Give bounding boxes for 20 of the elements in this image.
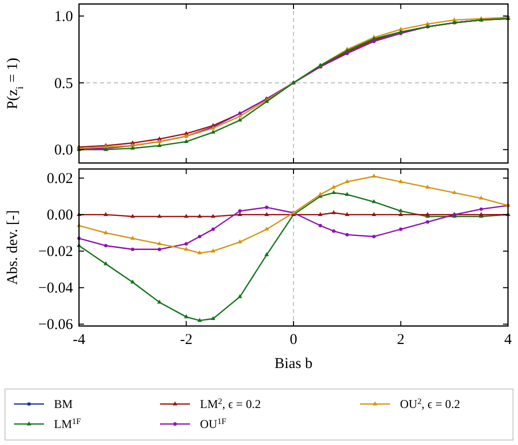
y-axis-title: Abs. dev. [-] — [5, 210, 21, 285]
y-tick-label: 0.02 — [46, 171, 73, 188]
y-tick-label: 0.0 — [54, 142, 73, 159]
y-tick-label: −0.06 — [38, 317, 74, 334]
x-tick-label: -4 — [72, 332, 86, 348]
legend-label: BM — [54, 397, 74, 411]
legend-label: OU$^{2}$, ϵ = 0.2 — [400, 396, 460, 411]
legend-label: LM$^{1F}$ — [54, 416, 82, 431]
y-tick-label: −0.02 — [38, 244, 73, 260]
legend-label: OU$^{1F}$ — [200, 416, 227, 431]
y-tick-label: 0.5 — [54, 76, 73, 92]
y-tick-label: 1.0 — [54, 9, 73, 26]
x-tick-label: 0 — [290, 332, 298, 348]
x-tick-label: 4 — [504, 332, 512, 348]
x-tick-label: -2 — [180, 332, 192, 348]
y-tick-label: 0.00 — [46, 208, 73, 224]
legend-label: LM$^{2}$, ϵ = 0.2 — [200, 396, 261, 411]
x-tick-label: 2 — [397, 332, 404, 348]
y-tick-label: −0.04 — [38, 280, 74, 297]
x-axis-title: Bias b — [274, 356, 312, 372]
